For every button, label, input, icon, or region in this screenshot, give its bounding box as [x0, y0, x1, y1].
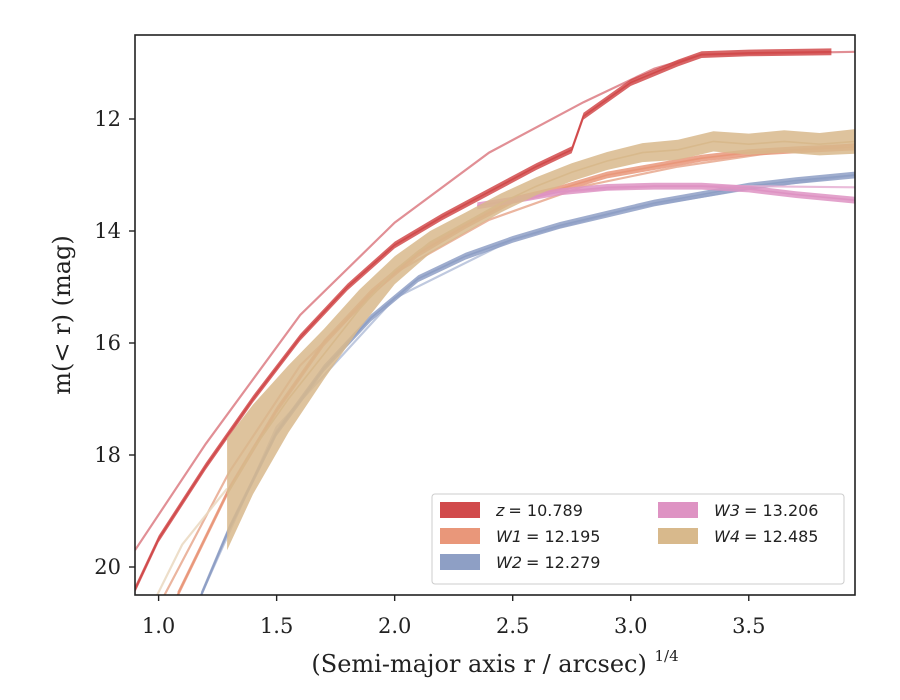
legend-label-w3: W3 = 13.206 — [714, 501, 818, 520]
legend-entry-w2: W2 = 12.279 — [440, 553, 600, 572]
series-w3-band — [477, 182, 855, 210]
x-tick-label: 1.5 — [260, 614, 293, 638]
x-tick-label: 3.0 — [614, 614, 647, 638]
legend-swatch-z — [440, 502, 480, 518]
y-tick-label: 20 — [94, 555, 121, 579]
x-tick-label: 1.0 — [142, 614, 175, 638]
legend-swatch-w3 — [658, 502, 698, 518]
x-tick-label: 2.0 — [378, 614, 411, 638]
legend-swatch-w4 — [658, 528, 698, 544]
legend-label-z: z = 10.789 — [495, 501, 583, 520]
legend-frame — [431, 493, 845, 585]
legend-entry-w3: W3 = 13.206 — [658, 501, 818, 520]
x-tick-label: 2.5 — [496, 614, 529, 638]
x-axis: 1.0 1.5 2.0 2.5 3.0 3.5 — [142, 595, 765, 638]
legend-label-w2: W2 = 12.279 — [496, 553, 600, 572]
legend: z = 10.789 W1 = 12.195 W2 = 12.279 W3 = 13.206 W… — [431, 493, 845, 585]
series-w4 — [155, 129, 855, 595]
y-tick-label: 16 — [94, 331, 121, 355]
series-w4-line — [226, 140, 855, 495]
x-axis-title: (Semi-major axis r / arcsec) 1/4 — [311, 647, 678, 678]
y-tick-label: 12 — [94, 107, 121, 131]
y-axis: 12 14 16 18 20 — [94, 107, 135, 579]
series-z — [135, 48, 855, 593]
y-tick-label: 18 — [94, 443, 121, 467]
x-axis-title-main: (Semi-major axis r / arcsec) — [311, 650, 646, 678]
series-w4-model-line — [155, 487, 228, 595]
x-axis-title-exponent: 1/4 — [654, 647, 678, 665]
plot-frame — [134, 34, 856, 596]
legend-label-w4: W4 = 12.485 — [714, 527, 818, 546]
y-axis-title: m(< r) (mag) — [48, 235, 76, 394]
legend-entry-z: z = 10.789 — [440, 501, 583, 520]
legend-label-w1: W1 = 12.195 — [496, 527, 600, 546]
legend-entry-w4: W4 = 12.485 — [658, 527, 818, 546]
series-z-line — [135, 51, 832, 590]
y-tick-label: 14 — [94, 219, 121, 243]
series-layer — [135, 48, 855, 595]
legend-entry-w1: W1 = 12.195 — [440, 527, 600, 546]
x-tick-label: 3.5 — [732, 614, 765, 638]
legend-swatch-w1 — [440, 528, 480, 544]
legend-swatch-w2 — [440, 554, 480, 570]
